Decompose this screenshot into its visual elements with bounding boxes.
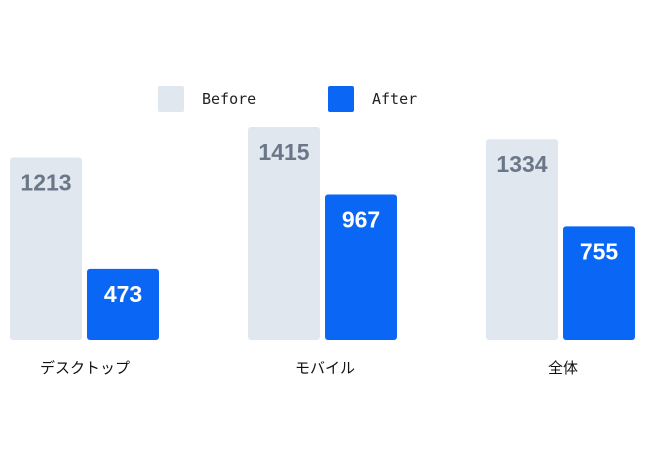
bar-before bbox=[486, 139, 558, 340]
category-label: 全体 bbox=[548, 359, 578, 377]
bar-after bbox=[325, 194, 397, 340]
data-label: 755 bbox=[580, 238, 619, 264]
category-label: デスクトップ bbox=[40, 359, 130, 377]
legend-swatch-after bbox=[328, 86, 354, 112]
data-label: 1415 bbox=[258, 139, 309, 165]
bar-after bbox=[87, 268, 159, 340]
data-label: 1213 bbox=[20, 169, 71, 195]
data-label: 967 bbox=[342, 206, 380, 232]
category-label: モバイル bbox=[295, 359, 355, 377]
bar-after bbox=[563, 226, 635, 340]
data-label: 1334 bbox=[496, 151, 547, 177]
data-label: 473 bbox=[104, 281, 142, 307]
legend-label: Before bbox=[202, 90, 256, 108]
bar-before bbox=[248, 127, 320, 340]
legend-swatch-before bbox=[158, 86, 184, 112]
legend-label: After bbox=[372, 90, 417, 108]
bar-before bbox=[10, 157, 82, 340]
